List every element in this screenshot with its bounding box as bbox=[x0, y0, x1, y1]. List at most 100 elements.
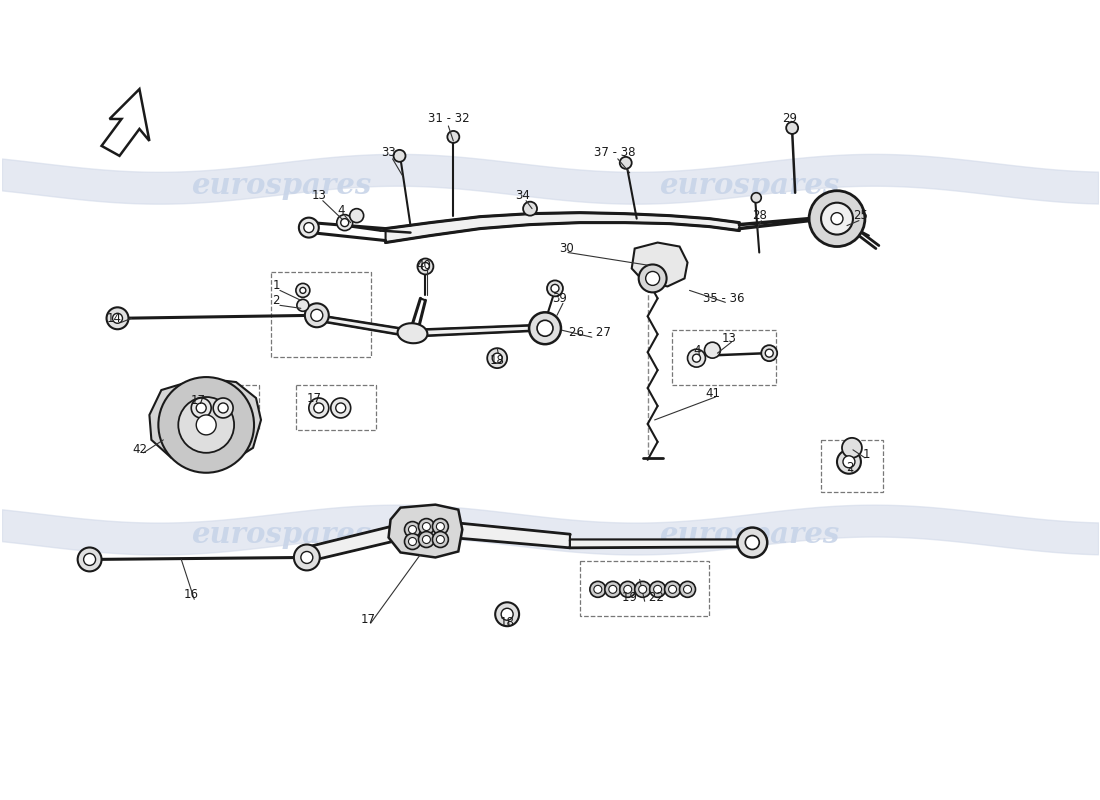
Text: eurospares: eurospares bbox=[659, 171, 839, 200]
Text: 18: 18 bbox=[499, 616, 515, 629]
Polygon shape bbox=[388, 505, 462, 558]
Text: 35 - 36: 35 - 36 bbox=[703, 292, 744, 305]
Text: 28: 28 bbox=[751, 209, 767, 222]
Circle shape bbox=[551, 285, 559, 292]
Polygon shape bbox=[420, 519, 570, 547]
Text: 2: 2 bbox=[846, 462, 854, 474]
Polygon shape bbox=[317, 315, 410, 336]
Circle shape bbox=[196, 415, 217, 435]
Bar bbox=[296, 385, 375, 430]
Circle shape bbox=[112, 314, 122, 323]
Circle shape bbox=[300, 287, 306, 294]
Text: 18: 18 bbox=[490, 354, 505, 366]
Circle shape bbox=[350, 209, 364, 222]
Circle shape bbox=[608, 586, 617, 594]
Text: 25: 25 bbox=[854, 209, 868, 222]
Polygon shape bbox=[410, 326, 540, 336]
Circle shape bbox=[78, 547, 101, 571]
Circle shape bbox=[305, 303, 329, 327]
Circle shape bbox=[294, 545, 320, 570]
Circle shape bbox=[688, 349, 705, 367]
Circle shape bbox=[448, 131, 460, 143]
Circle shape bbox=[594, 586, 602, 594]
Circle shape bbox=[191, 398, 211, 418]
Circle shape bbox=[432, 518, 449, 534]
Circle shape bbox=[408, 526, 417, 534]
Circle shape bbox=[669, 586, 676, 594]
Circle shape bbox=[664, 582, 681, 598]
Circle shape bbox=[639, 586, 647, 594]
Bar bbox=[271, 273, 371, 357]
Circle shape bbox=[639, 265, 667, 292]
Circle shape bbox=[843, 456, 855, 468]
Circle shape bbox=[311, 310, 322, 322]
Circle shape bbox=[337, 214, 353, 230]
Circle shape bbox=[680, 582, 695, 598]
Text: 31 - 32: 31 - 32 bbox=[428, 113, 470, 126]
Polygon shape bbox=[101, 89, 150, 156]
Text: 14: 14 bbox=[107, 312, 122, 325]
Text: 4: 4 bbox=[694, 344, 701, 357]
Text: 1: 1 bbox=[272, 279, 279, 292]
Circle shape bbox=[547, 281, 563, 296]
Bar bbox=[821, 440, 883, 492]
Polygon shape bbox=[307, 519, 420, 562]
Circle shape bbox=[418, 258, 433, 274]
Circle shape bbox=[605, 582, 620, 598]
Circle shape bbox=[737, 527, 767, 558]
Circle shape bbox=[309, 398, 329, 418]
Circle shape bbox=[537, 320, 553, 336]
Polygon shape bbox=[570, 539, 749, 547]
Circle shape bbox=[624, 586, 631, 594]
Circle shape bbox=[421, 262, 429, 270]
Circle shape bbox=[837, 450, 861, 474]
Circle shape bbox=[810, 190, 865, 246]
Text: 33: 33 bbox=[382, 146, 396, 159]
Text: 17: 17 bbox=[361, 613, 376, 626]
Bar bbox=[672, 330, 777, 385]
Circle shape bbox=[495, 602, 519, 626]
Circle shape bbox=[830, 213, 843, 225]
Text: eurospares: eurospares bbox=[659, 520, 839, 549]
Polygon shape bbox=[150, 378, 261, 466]
Circle shape bbox=[786, 122, 799, 134]
Text: 41: 41 bbox=[705, 386, 719, 399]
Text: 29: 29 bbox=[782, 113, 796, 126]
Circle shape bbox=[394, 150, 406, 162]
Circle shape bbox=[821, 202, 852, 234]
Circle shape bbox=[704, 342, 720, 358]
Circle shape bbox=[218, 403, 228, 413]
Text: 30: 30 bbox=[560, 242, 574, 255]
Circle shape bbox=[524, 202, 537, 216]
Circle shape bbox=[213, 398, 233, 418]
Text: 26 - 27: 26 - 27 bbox=[569, 326, 611, 338]
Circle shape bbox=[766, 349, 773, 357]
Circle shape bbox=[304, 222, 313, 233]
Circle shape bbox=[336, 403, 345, 413]
Text: 42: 42 bbox=[132, 443, 147, 456]
Circle shape bbox=[296, 283, 310, 298]
Circle shape bbox=[299, 218, 319, 238]
Ellipse shape bbox=[397, 323, 428, 343]
Circle shape bbox=[196, 403, 206, 413]
Circle shape bbox=[437, 522, 444, 530]
Circle shape bbox=[842, 438, 862, 458]
Circle shape bbox=[301, 551, 312, 563]
Text: 37 - 38: 37 - 38 bbox=[594, 146, 636, 159]
Circle shape bbox=[408, 538, 417, 546]
Circle shape bbox=[84, 554, 96, 566]
Circle shape bbox=[432, 531, 449, 547]
Circle shape bbox=[492, 353, 503, 363]
Text: 2: 2 bbox=[272, 294, 279, 307]
Circle shape bbox=[297, 299, 309, 311]
Circle shape bbox=[331, 398, 351, 418]
Circle shape bbox=[107, 307, 129, 330]
Circle shape bbox=[418, 518, 434, 534]
Circle shape bbox=[422, 522, 430, 530]
Circle shape bbox=[487, 348, 507, 368]
Circle shape bbox=[418, 531, 434, 547]
Circle shape bbox=[314, 403, 323, 413]
Circle shape bbox=[751, 193, 761, 202]
Circle shape bbox=[650, 582, 666, 598]
Circle shape bbox=[502, 608, 513, 620]
